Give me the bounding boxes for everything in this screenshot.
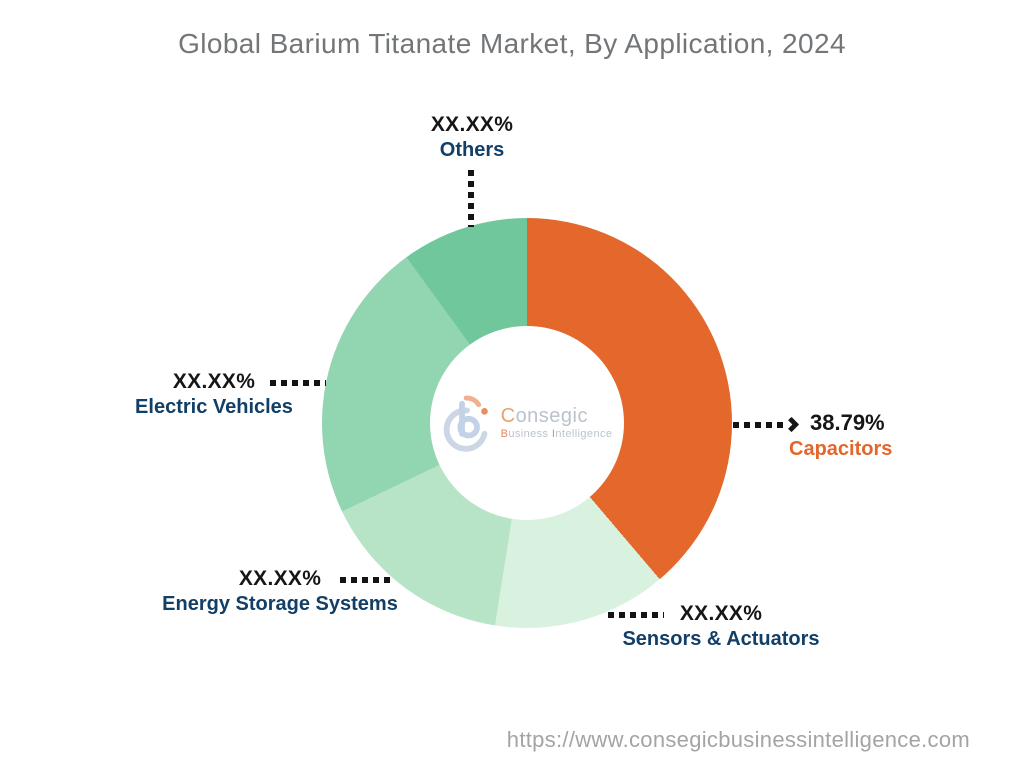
arrow-right-icon (783, 416, 800, 433)
consegic-watermark: Consegic Business Intelligence (442, 392, 613, 454)
callout-sensors-actuators: XX.XX% Sensors & Actuators (596, 601, 846, 651)
capacitors-leader-line (733, 422, 783, 428)
callout-energy-storage: XX.XX% Energy Storage Systems (155, 566, 405, 616)
sensors-actuators-percent: XX.XX% (679, 602, 763, 625)
consegic-logo-icon (443, 395, 488, 452)
website-url: https://www.consegicbusinessintelligence… (506, 727, 970, 752)
brand-name: Consegic (500, 404, 588, 427)
sensors-actuators-leader-line (608, 612, 664, 618)
energy-storage-label: Energy Storage Systems (162, 592, 398, 615)
consegic-logo-text: Consegic Business Intelligence (500, 404, 613, 441)
electric-vehicles-leader-line (270, 380, 326, 386)
energy-storage-percent: XX.XX% (238, 567, 322, 590)
capacitors-label: Capacitors (789, 438, 893, 460)
callout-others: XX.XX% Others (392, 112, 552, 162)
sensors-actuators-label: Sensors & Actuators (622, 627, 820, 650)
energy-storage-leader-line (340, 577, 393, 583)
electric-vehicles-percent: XX.XX% (172, 370, 256, 393)
donut-hole: Consegic Business Intelligence (430, 326, 624, 520)
electric-vehicles-label: Electric Vehicles (135, 395, 293, 418)
chart-title: Global Barium Titanate Market, By Applic… (178, 28, 846, 59)
donut-chart: Consegic Business Intelligence (322, 218, 732, 628)
others-label: Others (439, 138, 505, 161)
others-percent: XX.XX% (430, 113, 514, 136)
others-leader-line (468, 170, 474, 227)
capacitors-percent: 38.79% (810, 410, 885, 435)
callout-electric-vehicles: XX.XX% Electric Vehicles (126, 369, 302, 419)
brand-tagline: Business Intelligence (500, 427, 613, 440)
